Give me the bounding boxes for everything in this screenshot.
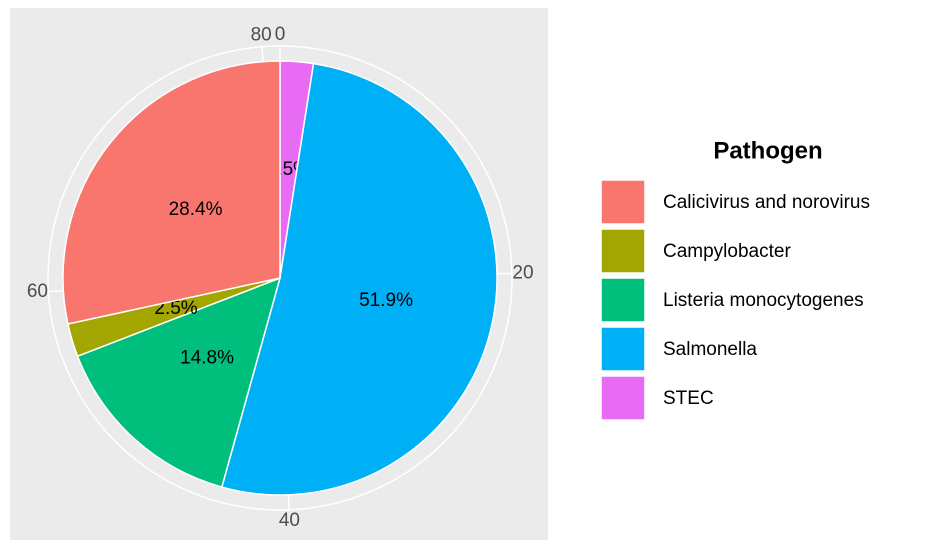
legend-label: Campylobacter <box>663 241 791 262</box>
legend-key <box>600 228 646 274</box>
data-label: 51.9% <box>359 290 413 311</box>
x-tick-label: 40 <box>279 510 300 531</box>
legend-key <box>600 179 646 225</box>
pie-slice <box>62 60 281 325</box>
pie-slice <box>76 276 282 488</box>
legend-key <box>600 375 646 421</box>
x-tick-label: 60 <box>27 281 48 302</box>
x-tick-label: 20 <box>512 262 533 283</box>
legend-title: Pathogen <box>713 137 822 164</box>
legend-label: Listeria monocytogenes <box>663 290 864 311</box>
legend-label: STEC <box>663 388 714 409</box>
x-tick-label: 0 <box>275 24 286 45</box>
legend-label: Calicivirus and norovirus <box>663 192 870 213</box>
x-tick-label: 80 <box>251 25 272 46</box>
data-label: 14.8% <box>180 347 234 368</box>
legend-key <box>600 326 646 372</box>
data-label: 28.4% <box>169 199 223 220</box>
legend-key <box>600 277 646 323</box>
legend-label: Salmonella <box>663 339 757 360</box>
pie-slice <box>220 62 498 496</box>
